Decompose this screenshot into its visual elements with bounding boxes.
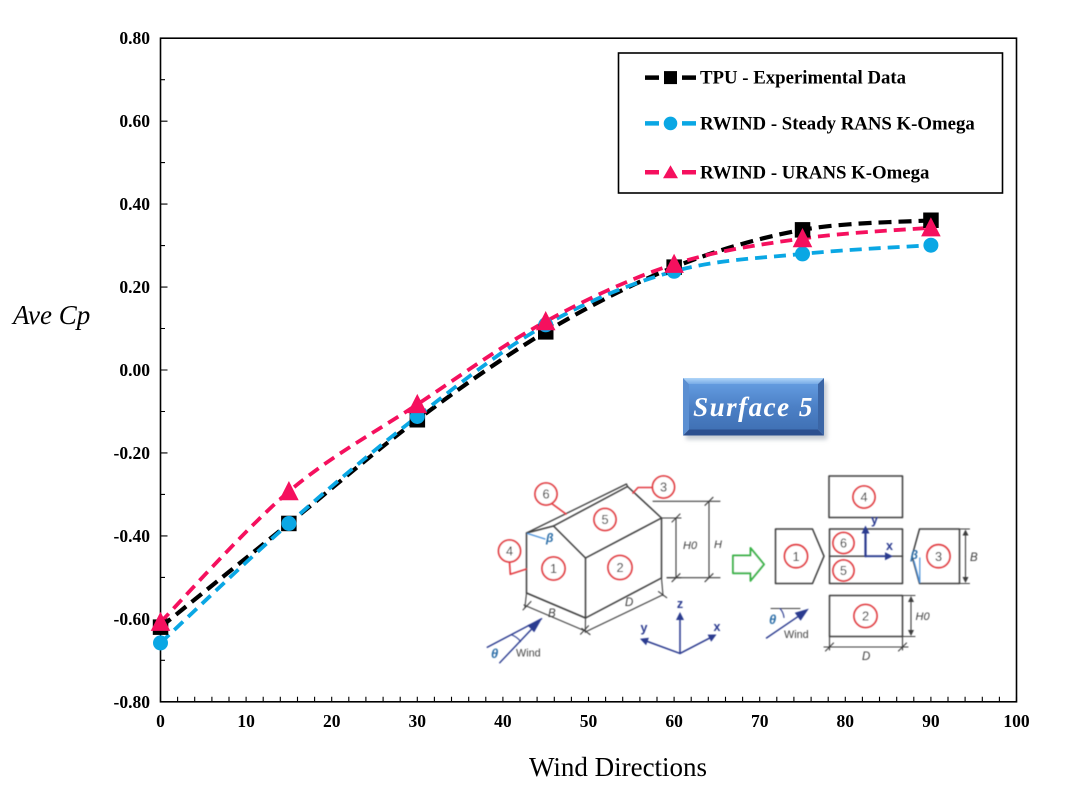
svg-text:z: z: [677, 597, 683, 611]
svg-text:20: 20: [323, 711, 341, 731]
svg-text:10: 10: [237, 711, 255, 731]
svg-text:1: 1: [550, 561, 557, 576]
svg-text:y: y: [871, 513, 878, 527]
svg-text:B: B: [970, 552, 978, 564]
svg-text:0.00: 0.00: [119, 360, 150, 380]
svg-text:1: 1: [792, 549, 799, 564]
svg-text:x: x: [714, 620, 721, 634]
svg-text:β: β: [545, 531, 554, 545]
svg-text:0.20: 0.20: [119, 277, 150, 297]
svg-text:B: B: [548, 608, 556, 620]
svg-text:3: 3: [660, 480, 667, 495]
svg-text:θ: θ: [491, 646, 498, 661]
svg-text:Wind: Wind: [784, 629, 809, 641]
svg-text:4: 4: [506, 544, 513, 559]
svg-text:β: β: [910, 548, 919, 562]
svg-text:60: 60: [665, 711, 683, 731]
svg-text:80: 80: [837, 711, 855, 731]
svg-text:0.60: 0.60: [119, 111, 150, 131]
svg-text:-0.40: -0.40: [114, 526, 151, 546]
svg-text:Ave Cp: Ave Cp: [11, 300, 90, 330]
svg-text:Wind Directions: Wind Directions: [529, 752, 707, 782]
svg-text:3: 3: [935, 549, 942, 564]
svg-text:TPU - Experimental Data: TPU - Experimental Data: [700, 68, 907, 89]
svg-text:0: 0: [156, 711, 165, 731]
svg-text:Wind: Wind: [516, 648, 541, 660]
svg-text:-0.60: -0.60: [114, 609, 151, 629]
svg-text:70: 70: [751, 711, 769, 731]
svg-text:D: D: [862, 651, 870, 663]
svg-text:y: y: [641, 621, 648, 635]
svg-text:6: 6: [542, 487, 549, 502]
svg-text:4: 4: [860, 490, 867, 505]
svg-text:2: 2: [616, 560, 623, 575]
svg-text:40: 40: [494, 711, 512, 731]
svg-text:-0.20: -0.20: [114, 443, 151, 463]
svg-text:x: x: [886, 539, 893, 553]
svg-text:5: 5: [601, 512, 608, 527]
svg-text:RWIND - Steady RANS K-Omega: RWIND - Steady RANS K-Omega: [700, 113, 975, 134]
svg-text:H: H: [714, 539, 722, 551]
svg-text:100: 100: [1003, 711, 1030, 731]
svg-text:90: 90: [922, 711, 940, 731]
svg-text:H0: H0: [916, 611, 931, 623]
svg-text:6: 6: [840, 537, 847, 551]
svg-text:5: 5: [840, 564, 847, 578]
svg-text:2: 2: [862, 609, 869, 624]
svg-text:0.40: 0.40: [119, 194, 150, 214]
svg-text:H0: H0: [683, 540, 698, 552]
svg-text:RWIND - URANS K-Omega: RWIND - URANS K-Omega: [700, 162, 930, 183]
svg-text:D: D: [625, 597, 633, 609]
svg-text:0.80: 0.80: [119, 28, 150, 48]
svg-text:-0.80: -0.80: [114, 692, 151, 712]
svg-text:Surface 5: Surface 5: [693, 392, 814, 422]
svg-text:30: 30: [409, 711, 427, 731]
svg-text:50: 50: [580, 711, 598, 731]
svg-text:θ: θ: [769, 612, 776, 627]
